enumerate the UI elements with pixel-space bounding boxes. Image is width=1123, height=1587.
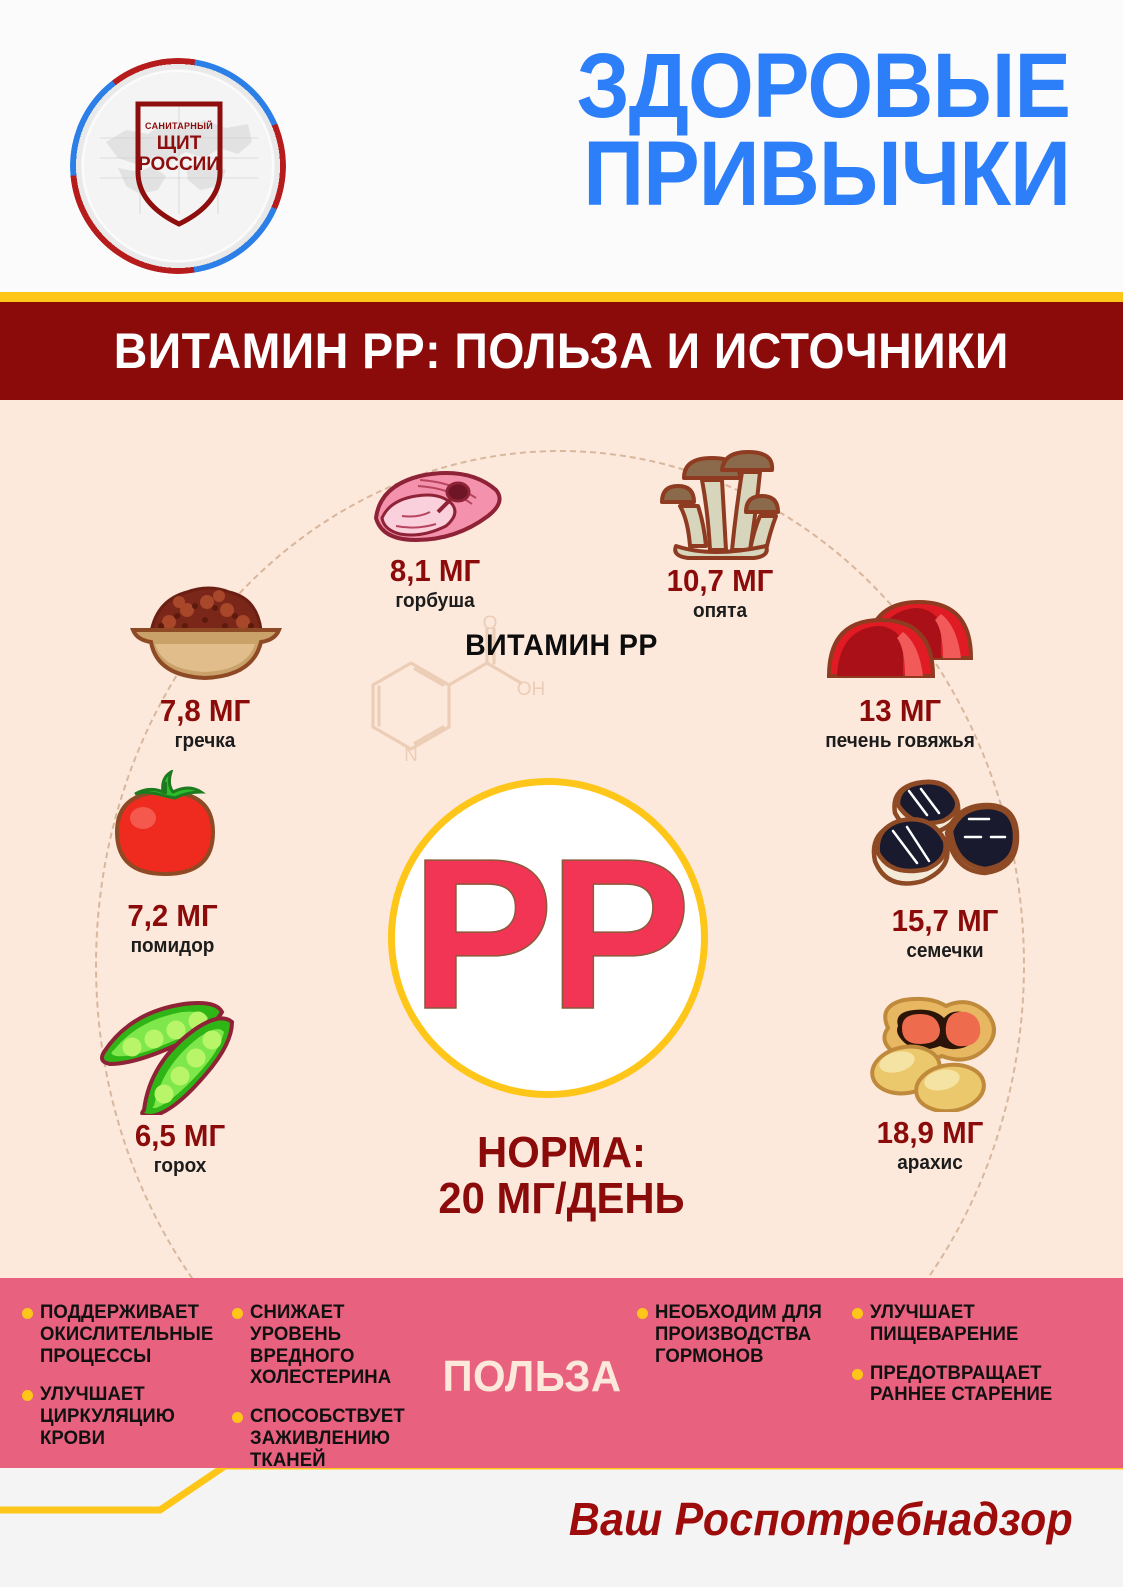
- title-banner: ВИТАМИН PP: ПОЛЬЗА И ИСТОЧНИКИ: [0, 302, 1123, 400]
- food-name: горбуша: [395, 589, 475, 612]
- bullet-icon: [232, 1308, 243, 1319]
- logo-line-1: САНИТАРНЫЙ: [145, 121, 213, 131]
- benefit-text: СНИЖАЕТ УРОВЕНЬ ВРЕДНОГО ХОЛЕСТЕРИНА: [250, 1301, 392, 1389]
- logo-line-3: РОССИИ: [138, 154, 220, 175]
- pp-symbol: PP: [410, 813, 692, 1055]
- amount-value: 13 МГ: [858, 693, 942, 728]
- benefit-item: УЛУЧШАЕТ ЦИРКУЛЯЦИЮ КРОВИ: [22, 1383, 216, 1450]
- amount-value: 10,7 МГ: [666, 563, 774, 598]
- peanuts-icon: [870, 996, 996, 1114]
- page-headline: ЗДОРОВЫЕ ПРИВЫЧКИ: [334, 35, 1071, 226]
- benefits-column-4: УЛУЧШАЕТ ПИЩЕВАРЕНИЕ ПРЕДОТВРАЩАЕТ РАННЕ…: [844, 1301, 1109, 1468]
- amount-value: 6,5 МГ: [134, 1118, 226, 1153]
- food-node-grechka: 7,8 МГ гречка: [85, 580, 325, 753]
- sunflower-seeds-icon: [871, 779, 1020, 886]
- benefit-text: УЛУЧШАЕТ ПИЩЕВАРЕНИЕ: [870, 1301, 1019, 1345]
- amount-value: 18,9 МГ: [876, 1115, 984, 1150]
- bullet-icon: [852, 1368, 863, 1380]
- bullet-icon: [22, 1308, 33, 1319]
- mushrooms-icon: [660, 450, 780, 560]
- benefit-text: УЛУЧШАЕТ ЦИРКУЛЯЦИЮ КРОВИ: [40, 1383, 176, 1450]
- header: САНИТАРНЫЙ ЩИТ РОССИИ ЗДОРОВЫЕ ПРИВЫЧКИ: [0, 0, 1123, 292]
- footer: Ваш Роспотребнадзор: [0, 1468, 1123, 1587]
- footer-gold-accent: [0, 1468, 1123, 1514]
- buckwheat-bowl-icon: [130, 586, 282, 681]
- headline-line-1: ЗДОРОВЫЕ: [576, 35, 1071, 137]
- amount-value: 7,8 МГ: [159, 693, 251, 728]
- amount-value: 7,2 МГ: [127, 898, 218, 933]
- amount-value: 15,7 МГ: [891, 903, 999, 938]
- chem-label-hydroxyl: OH: [517, 679, 546, 700]
- footer-credit: Ваш Роспотребнадзор: [568, 1493, 1073, 1545]
- food-name: семечки: [906, 939, 984, 962]
- food-node-semechki: 15,7 МГ семечки: [830, 775, 1060, 963]
- bullet-icon: [637, 1308, 648, 1319]
- bullet-icon: [232, 1412, 243, 1424]
- benefit-item: НЕОБХОДИМ ДЛЯ ПРОИЗВОДСТВА ГОРМОНОВ: [637, 1301, 836, 1367]
- benefit-text: ПОДДЕРЖИВАЕТ ОКИСЛИТЕЛЬНЫЕ ПРОЦЕССЫ: [40, 1301, 214, 1367]
- page-title: ВИТАМИН PP: ПОЛЬЗА И ИСТОЧНИКИ: [113, 323, 1010, 379]
- chem-label-nitrogen: N: [404, 745, 418, 766]
- food-name: печень говяжья: [825, 729, 975, 752]
- food-node-gorbusha: 8,1 МГ горбуша: [320, 460, 550, 613]
- benefits-column-1: ПОДДЕРЖИВАЕТ ОКИСЛИТЕЛЬНЫЕ ПРОЦЕССЫ УЛУЧ…: [14, 1301, 224, 1468]
- benefit-text: НЕОБХОДИМ ДЛЯ ПРОИЗВОДСТВА ГОРМОНОВ: [655, 1301, 822, 1367]
- beef-liver-icon: [826, 599, 974, 678]
- sanitary-shield-logo: САНИТАРНЫЙ ЩИТ РОССИИ: [70, 58, 286, 274]
- benefits-column-3: НЕОБХОДИМ ДЛЯ ПРОИЗВОДСТВА ГОРМОНОВ: [629, 1301, 844, 1468]
- benefit-text: ПРЕДОТВРАЩАЕТ РАННЕЕ СТАРЕНИЕ: [870, 1361, 1053, 1406]
- amount-value: 8,1 МГ: [389, 553, 481, 588]
- niacin-molecule-icon: N O OH: [371, 615, 546, 766]
- vitamin-label: ВИТАМИН PP: [465, 629, 658, 662]
- food-name: опята: [692, 599, 748, 622]
- daily-norm: НОРМА: 20 МГ/ДЕНЬ: [28, 1128, 1095, 1224]
- tomato-icon: [114, 768, 216, 877]
- food-name: арахис: [897, 1151, 963, 1174]
- benefit-text: СПОСОБСТВУЕТ ЗАЖИВЛЕНИЮ ТКАНЕЙ: [250, 1405, 405, 1471]
- food-node-pechen: 13 МГ печень говяжья: [770, 580, 1030, 753]
- pp-center-badge: PP: [388, 778, 708, 1098]
- daily-norm-line-1: НОРМА:: [477, 1128, 646, 1177]
- benefit-item: УЛУЧШАЕТ ПИЩЕВАРЕНИЕ: [852, 1301, 1101, 1346]
- food-name: помидор: [130, 934, 215, 957]
- benefit-item: СНИЖАЕТ УРОВЕНЬ ВРЕДНОГО ХОЛЕСТЕРИНА: [232, 1301, 426, 1389]
- food-node-arahis: 18,9 МГ арахис: [815, 992, 1045, 1175]
- title-gold-stripe: [0, 292, 1123, 302]
- salmon-steak-icon: [373, 471, 502, 543]
- food-name: горох: [153, 1154, 207, 1177]
- chem-label-oxygen: O: [483, 615, 498, 634]
- benefit-item: ПОДДЕРЖИВАЕТ ОКИСЛИТЕЛЬНЫЕ ПРОЦЕССЫ: [22, 1301, 216, 1367]
- logo-line-2: ЩИТ: [156, 133, 202, 154]
- food-name: гречка: [174, 729, 236, 752]
- benefits-column-2: СНИЖАЕТ УРОВЕНЬ ВРЕДНОГО ХОЛЕСТЕРИНА СПО…: [224, 1301, 434, 1471]
- benefits-section: ПОДДЕРЖИВАЕТ ОКИСЛИТЕЛЬНЫЕ ПРОЦЕССЫ УЛУЧ…: [0, 1278, 1123, 1471]
- food-node-goroh: 6,5 МГ горох: [60, 990, 300, 1178]
- pea-pods-icon: [99, 1001, 234, 1119]
- benefit-item: ПРЕДОТВРАЩАЕТ РАННЕЕ СТАРЕНИЕ: [852, 1361, 1101, 1407]
- headline-line-2: ПРИВЫЧКИ: [583, 123, 1071, 226]
- bullet-icon: [852, 1308, 863, 1319]
- benefits-columns: ПОДДЕРЖИВАЕТ ОКИСЛИТЕЛЬНЫЕ ПРОЦЕССЫ УЛУЧ…: [0, 1278, 1123, 1471]
- food-node-pomidor: 7,2 МГ помидор: [60, 768, 285, 958]
- daily-norm-line-2: 20 МГ/ДЕНЬ: [438, 1174, 685, 1224]
- bullet-icon: [22, 1390, 33, 1402]
- benefit-item: СПОСОБСТВУЕТ ЗАЖИВЛЕНИЮ ТКАНЕЙ: [232, 1405, 426, 1471]
- logo-shield-text: САНИТАРНЫЙ ЩИТ РОССИИ: [132, 121, 226, 175]
- shield-icon: [135, 101, 223, 227]
- main-content: N O OH ВИТАМИН PP PP НОРМА: 20 МГ/ДЕНЬ 8…: [0, 400, 1123, 1280]
- food-node-opyata: 10,7 МГ опята: [605, 450, 835, 623]
- benefits-label: ПОЛЬЗА: [442, 1352, 622, 1401]
